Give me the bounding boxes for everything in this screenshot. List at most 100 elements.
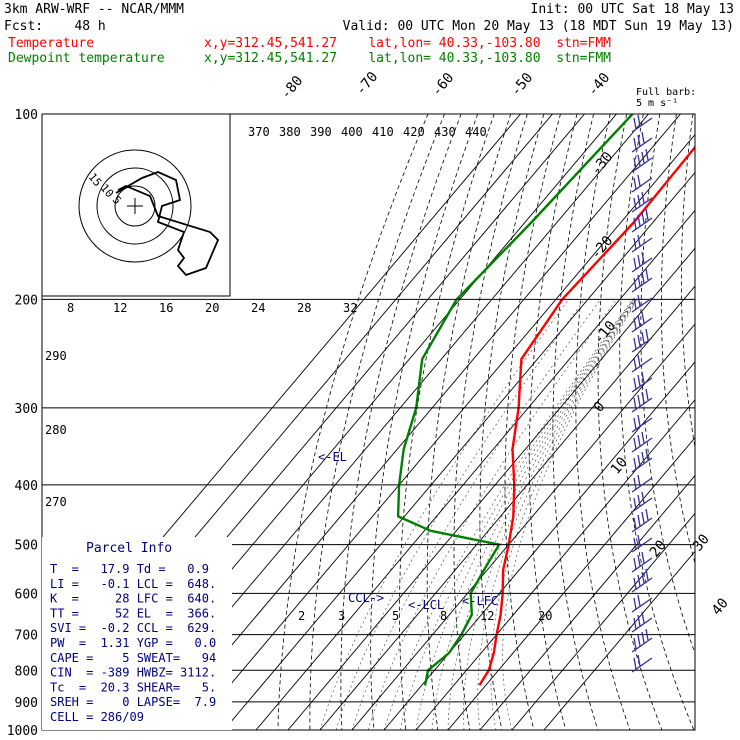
dry-adiabat xyxy=(370,114,479,730)
temperature-profile xyxy=(478,145,695,686)
parcel-info-row: CELL = 286/09 xyxy=(50,710,144,724)
hodograph-ring xyxy=(96,167,174,245)
dry-adiabat xyxy=(619,114,695,730)
wind-barb xyxy=(631,508,653,533)
hodograph-box xyxy=(41,113,231,297)
wind-barb xyxy=(631,311,653,333)
init-time: Init: 00 UTC Sat 18 May 13 xyxy=(530,2,735,17)
hodograph-speed-label: 16 xyxy=(159,301,173,315)
isotherm-label: 20 xyxy=(647,537,670,560)
theta-e-label: 370 xyxy=(248,125,270,139)
mixing-ratio-label: 5 xyxy=(392,609,399,623)
wind-barb xyxy=(631,611,653,633)
theta-e-label: 390 xyxy=(310,125,332,139)
dewpoint-label: Dewpoint temperature xyxy=(8,51,165,66)
barb-legend: Full barb: 5 m s⁻¹ xyxy=(636,87,696,109)
barb-legend-line: Full barb: xyxy=(636,87,696,98)
mixing-ratio-label: 3 xyxy=(338,609,345,623)
isotherm-label: -80 xyxy=(278,73,307,103)
mixing-ratio-label: 20 xyxy=(538,609,552,623)
wind-barb xyxy=(631,491,653,513)
mixing-ratio-label: 12 xyxy=(480,609,494,623)
dry-adiabat xyxy=(681,114,695,450)
wind-barb xyxy=(631,388,653,413)
valid-time: Valid: 00 UTC Mon 20 May 13 (18 MDT Sun … xyxy=(342,19,734,34)
pressure-label: 200 xyxy=(15,293,38,308)
wind-barb xyxy=(631,354,653,373)
dry-adiabat xyxy=(701,114,740,730)
dry-adiabat xyxy=(399,114,495,730)
dry-adiabat xyxy=(340,114,462,730)
wind-barb xyxy=(631,534,653,553)
isotherm-line xyxy=(479,474,695,730)
moist-adiabat xyxy=(367,299,617,730)
isotherm-line xyxy=(255,209,695,730)
dewpoint-profile xyxy=(396,114,634,686)
isotherm-line xyxy=(383,361,695,730)
hodograph-trace xyxy=(115,171,220,277)
moist-adiabat xyxy=(415,299,635,730)
wind-barb xyxy=(631,114,653,133)
isotherm-label: 10 xyxy=(608,454,631,477)
wind-barb xyxy=(631,431,653,453)
parcel-info-title: Parcel Info xyxy=(86,541,172,556)
barb-legend-line: 5 m s⁻¹ xyxy=(636,98,678,109)
wind-barb xyxy=(631,131,653,153)
parcel-info-row: Tc = 20.3 SHEAR= 5. xyxy=(50,680,216,694)
parcel-info-row: SVI = -0.2 CCL = 629. xyxy=(50,621,216,635)
dry-adiabat xyxy=(640,114,695,655)
hodograph-speed-label: 8 xyxy=(67,301,74,315)
dry-adiabat xyxy=(661,114,695,565)
moist-adiabat xyxy=(463,299,637,730)
wind-barb xyxy=(631,294,653,313)
dry-adiabat xyxy=(479,114,545,730)
pressure-label: 900 xyxy=(15,696,38,711)
wind-barb xyxy=(631,148,653,173)
model-title: 3km ARW-WRF -- NCAR/MMM xyxy=(4,2,185,17)
dry-adiabat xyxy=(309,114,445,730)
dry-adiabat xyxy=(552,114,599,730)
pressure-label: 100 xyxy=(15,108,38,123)
pressure-label: 1000 xyxy=(7,724,38,739)
isotherm-label: 40 xyxy=(709,595,732,618)
isotherm-line xyxy=(511,512,695,730)
moist-adiabat xyxy=(351,299,601,730)
moist-adiabat xyxy=(447,299,636,730)
moist-adiabat xyxy=(383,299,633,730)
temperature-label: Temperature xyxy=(8,36,95,51)
mixing-ratio-label: 2 xyxy=(298,609,305,623)
parcel-info-row: LI = -0.1 LCL = 648. xyxy=(50,577,216,591)
temperature-location: x,y=312.45,541.27 lat,lon= 40.33,-103.80… xyxy=(204,36,611,51)
wind-barb xyxy=(631,654,653,673)
level-annotation: <-EL xyxy=(318,450,347,464)
moist-adiabat xyxy=(335,299,585,730)
isotherm-line xyxy=(159,114,681,730)
theta-e-label: 440 xyxy=(465,125,487,139)
parcel-info-row: TT = 52 EL = 366. xyxy=(50,606,216,620)
dry-adiabat xyxy=(504,114,561,730)
pressure-label: 700 xyxy=(15,629,38,644)
dewpoint-location: x,y=312.45,541.27 lat,lon= 40.33,-103.80… xyxy=(204,51,611,66)
wind-barb xyxy=(631,251,653,273)
dry-adiabat xyxy=(277,114,429,730)
level-annotation: <-LFC xyxy=(462,594,498,608)
wind-barb xyxy=(631,371,653,393)
isotherm-line xyxy=(415,399,695,730)
dry-adiabat xyxy=(575,114,631,730)
wind-barb xyxy=(631,594,653,613)
pressure-label: 600 xyxy=(15,587,38,602)
wind-barb xyxy=(631,568,653,593)
parcel-info-box xyxy=(42,537,232,730)
wind-barb xyxy=(631,474,653,493)
dry-adiabat xyxy=(597,114,663,730)
theta-e-label: 380 xyxy=(279,125,301,139)
hodograph-speed-label: 24 xyxy=(251,301,265,315)
wind-barb xyxy=(631,448,653,473)
pressure-label: 300 xyxy=(15,402,38,417)
pressure-label: 500 xyxy=(15,539,38,554)
parcel-info-row: T = 17.9 Td = 0.9 xyxy=(50,562,209,576)
dry-adiabat xyxy=(720,114,740,730)
isotherm-label: -60 xyxy=(429,70,458,100)
hodograph-speed-label: 32 xyxy=(343,301,357,315)
